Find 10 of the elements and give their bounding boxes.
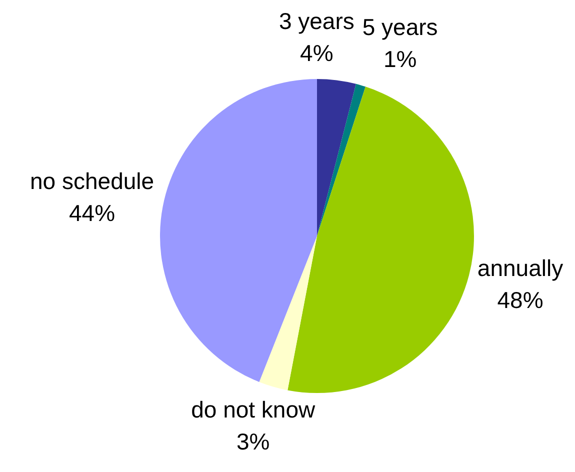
data-label: 48% [497,286,544,313]
slice-label: do not know [191,396,316,422]
data-label: 3% [236,428,270,454]
data-label: 1% [383,46,417,72]
slice-label: no schedule [30,168,154,194]
slice-label: 3 years [278,8,354,34]
slice-label: 5 years [362,14,438,40]
data-label: 44% [69,200,116,226]
data-label: 4% [300,40,334,66]
slice-label: annually [477,254,564,281]
